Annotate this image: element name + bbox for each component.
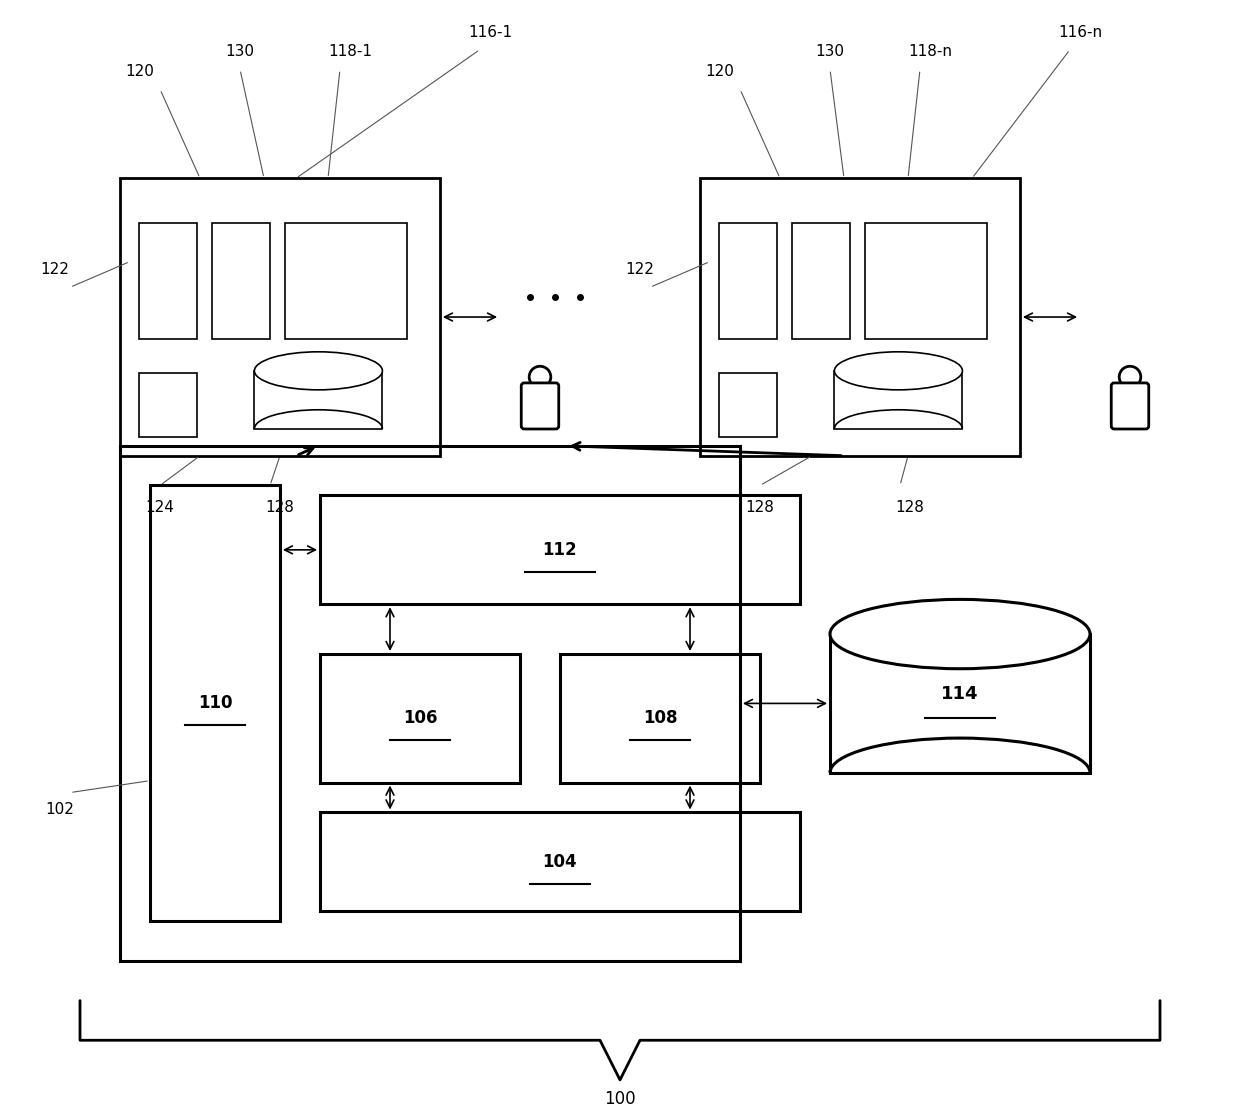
Text: 110: 110 — [197, 695, 232, 713]
Ellipse shape — [835, 352, 962, 390]
Text: 118-1: 118-1 — [329, 44, 372, 60]
FancyBboxPatch shape — [254, 371, 382, 428]
Text: 112: 112 — [543, 541, 578, 558]
Text: 102: 102 — [46, 803, 74, 817]
Text: 104: 104 — [543, 852, 578, 871]
Ellipse shape — [254, 352, 382, 390]
Text: 128: 128 — [745, 501, 775, 515]
FancyBboxPatch shape — [835, 371, 962, 428]
Text: 114: 114 — [941, 685, 978, 703]
Text: 100: 100 — [604, 1090, 636, 1108]
Text: 116-1: 116-1 — [467, 24, 512, 40]
FancyBboxPatch shape — [830, 634, 1090, 773]
Text: 130: 130 — [226, 44, 254, 60]
Text: 116-n: 116-n — [1058, 24, 1102, 40]
Text: 120: 120 — [125, 64, 155, 79]
Text: 106: 106 — [403, 709, 438, 727]
Text: 124: 124 — [145, 501, 175, 515]
Circle shape — [529, 366, 551, 387]
FancyBboxPatch shape — [521, 383, 559, 428]
Text: 108: 108 — [642, 709, 677, 727]
Text: 130: 130 — [816, 44, 844, 60]
Text: 128: 128 — [265, 501, 294, 515]
Text: 118-n: 118-n — [908, 44, 952, 60]
Text: 122: 122 — [625, 262, 655, 278]
FancyBboxPatch shape — [1111, 383, 1148, 428]
Circle shape — [1120, 366, 1141, 387]
Text: 128: 128 — [895, 501, 925, 515]
Ellipse shape — [830, 599, 1090, 668]
Text: 120: 120 — [706, 64, 734, 79]
Text: 122: 122 — [41, 262, 69, 278]
